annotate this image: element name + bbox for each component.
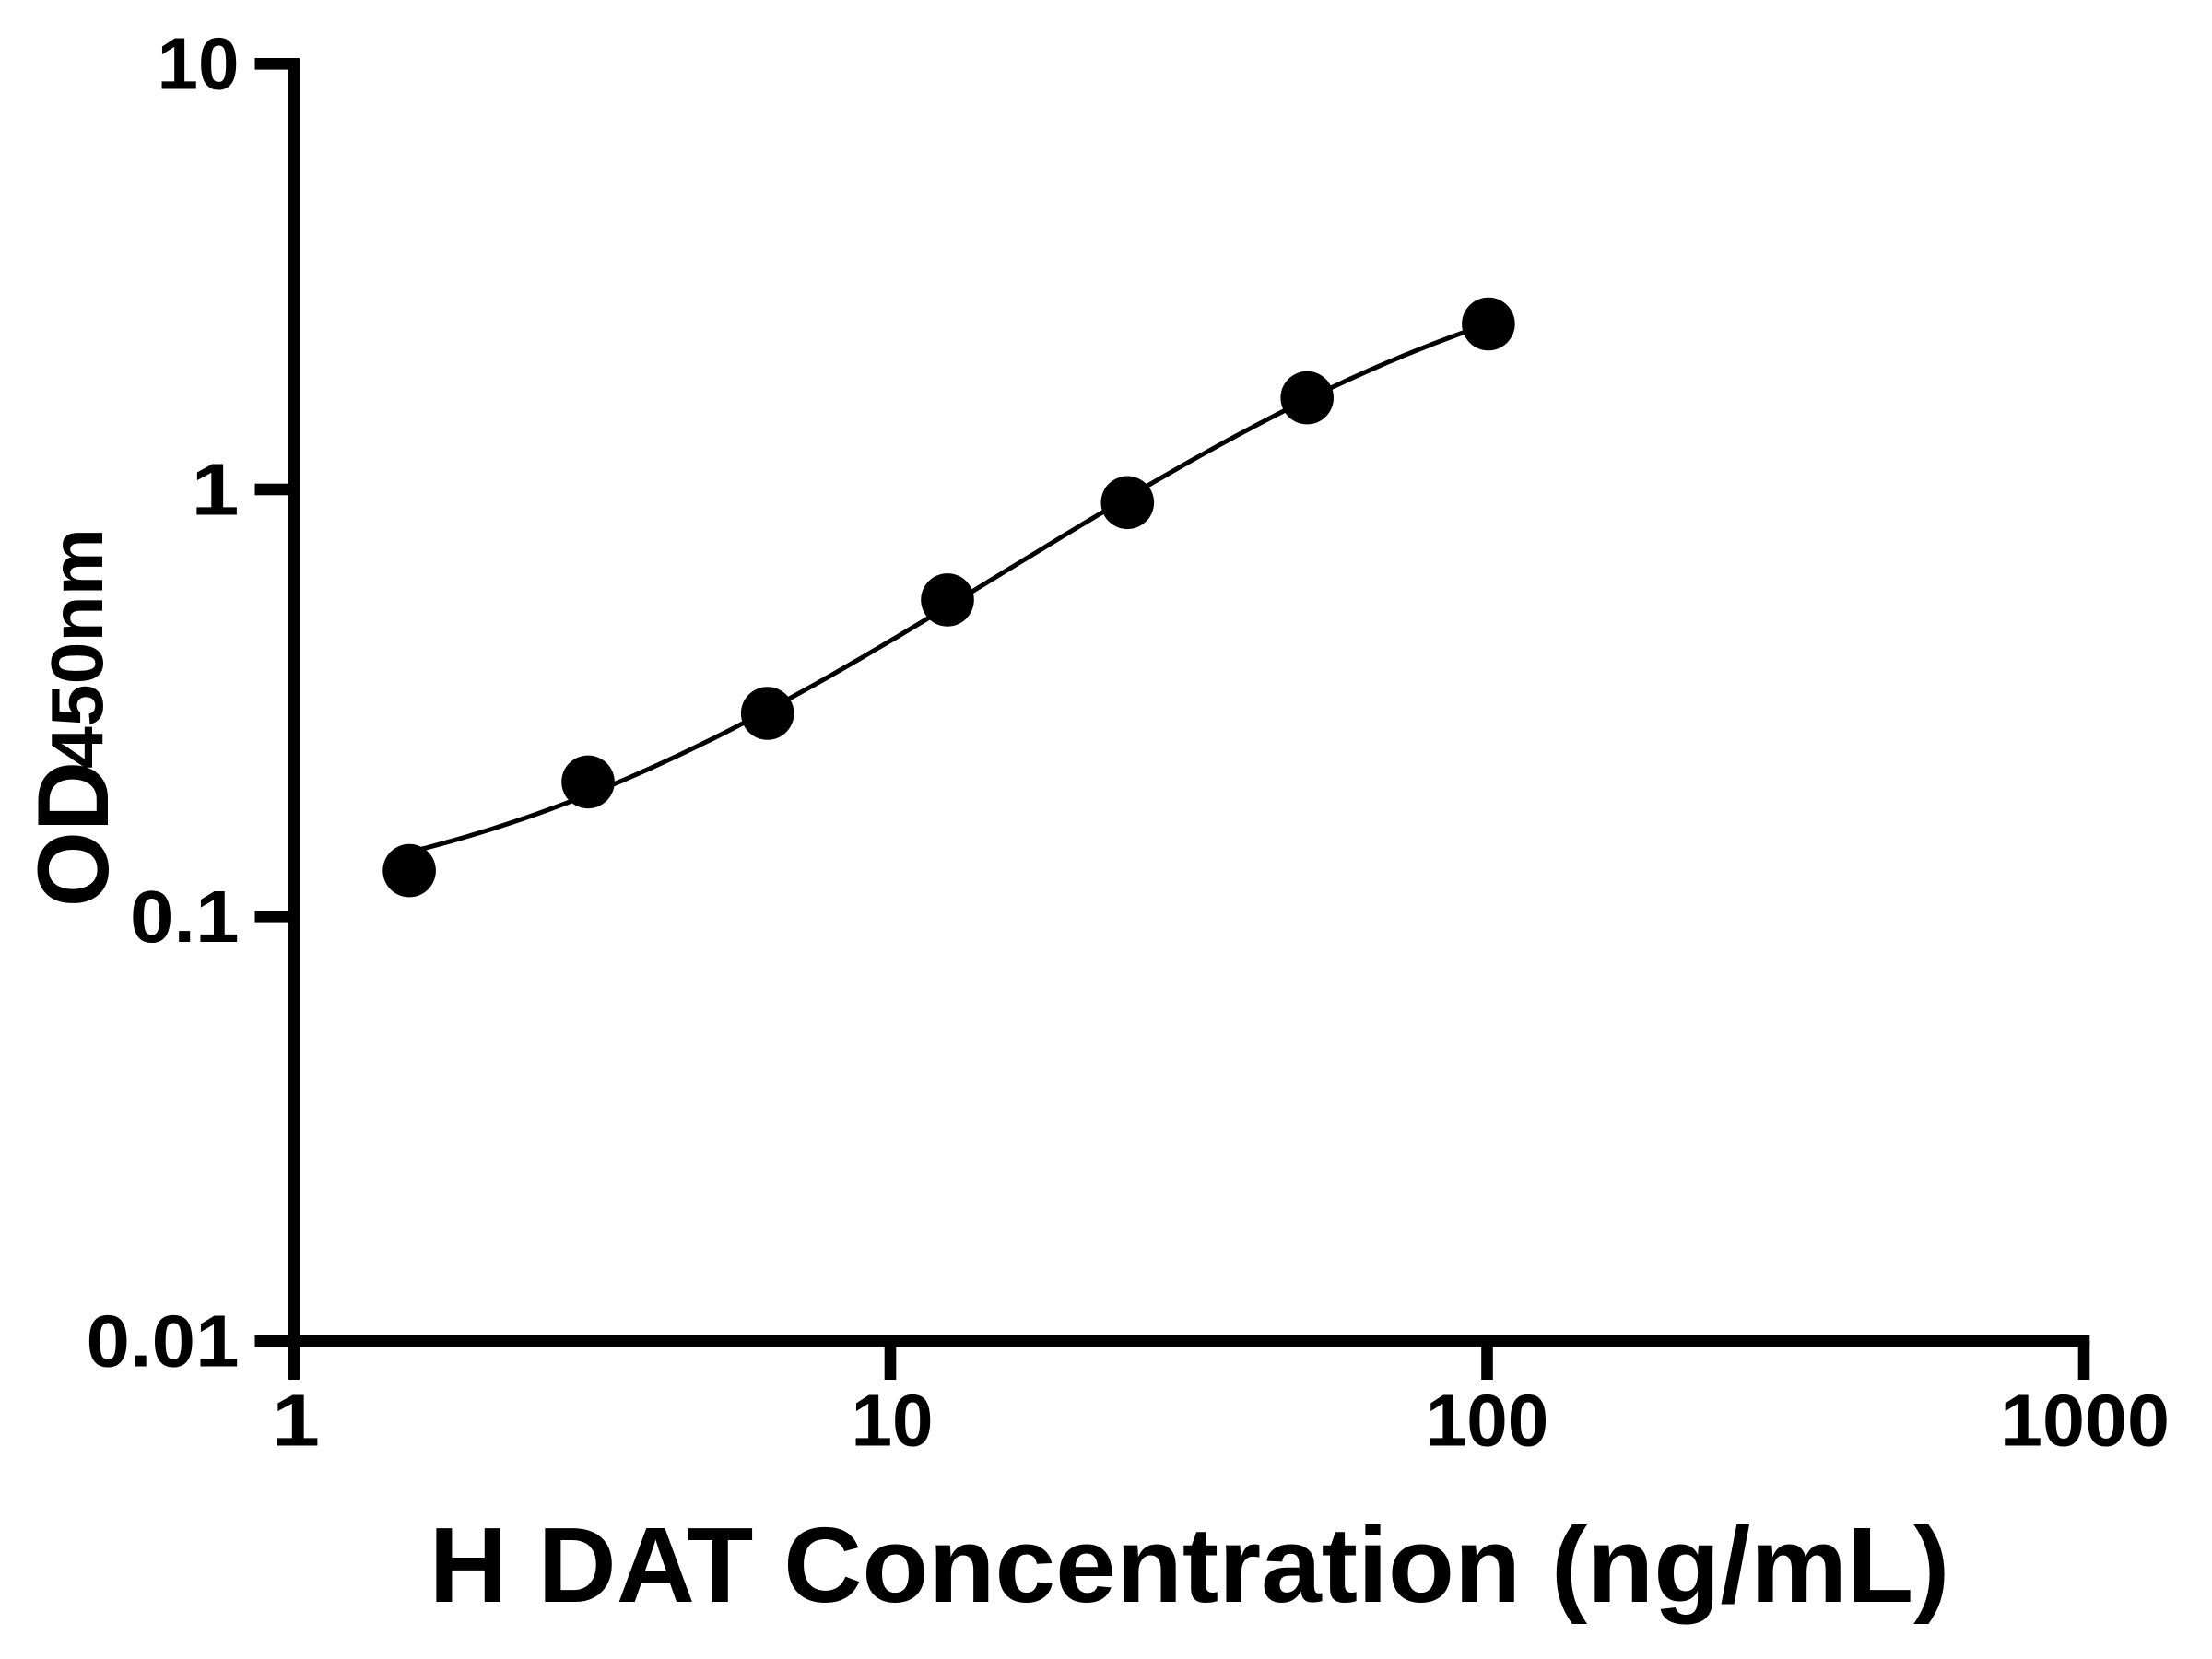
svg-text:H DAT Concentration (ng/mL): H DAT Concentration (ng/mL)	[429, 1505, 1950, 1625]
svg-text:100: 100	[1426, 1380, 1548, 1462]
svg-text:OD: OD	[18, 761, 130, 908]
svg-text:0.01: 0.01	[87, 1300, 240, 1382]
svg-text:0.1: 0.1	[130, 876, 240, 958]
svg-text:450nm: 450nm	[36, 528, 118, 769]
svg-text:10: 10	[158, 23, 240, 105]
svg-text:1: 1	[272, 1380, 320, 1462]
svg-text:1: 1	[192, 449, 240, 531]
svg-text:1000: 1000	[2000, 1380, 2170, 1462]
svg-text:10: 10	[852, 1380, 934, 1462]
